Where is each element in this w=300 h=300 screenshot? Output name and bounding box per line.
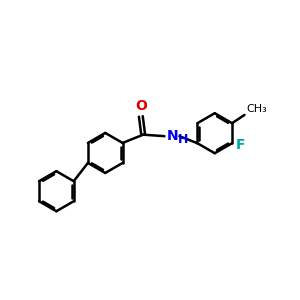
Text: O: O <box>135 100 147 113</box>
Text: CH₃: CH₃ <box>246 104 267 114</box>
Text: H: H <box>178 133 188 146</box>
Text: N: N <box>167 129 178 143</box>
Text: F: F <box>236 138 245 152</box>
